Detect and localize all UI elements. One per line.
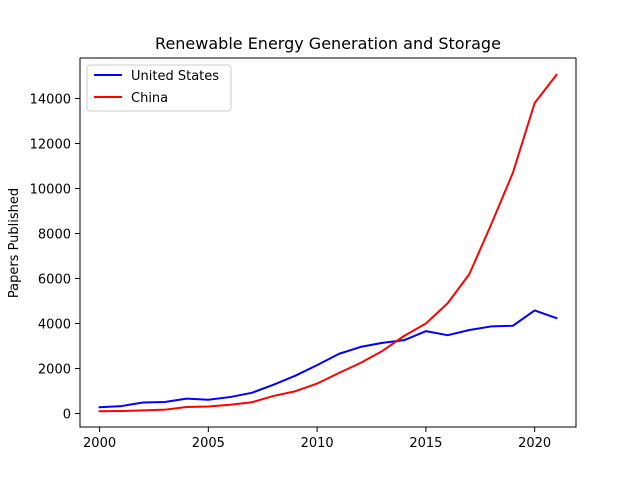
series-layer xyxy=(98,73,558,413)
y-axis-label: Papers Published xyxy=(7,188,22,298)
x-tick-label: 2010 xyxy=(301,436,334,451)
x-axis-ticks: 2000 2005 2010 2015 2020 xyxy=(83,427,551,451)
legend-label-united-states: United States xyxy=(131,69,219,84)
legend: United States China xyxy=(86,64,232,112)
series-line-united-states xyxy=(98,309,558,409)
legend-box xyxy=(86,64,232,112)
y-tick-label: 2000 xyxy=(38,363,71,378)
x-tick-label: 2020 xyxy=(518,436,551,451)
y-axis-ticks: 0 2000 4000 6000 8000 10000 12000 14000 xyxy=(30,93,80,423)
chart-title: Renewable Energy Generation and Storage xyxy=(155,34,501,53)
series-line-china xyxy=(98,73,558,413)
y-tick-label: 4000 xyxy=(38,318,71,333)
y-tick-label: 8000 xyxy=(38,228,71,243)
legend-label-china: China xyxy=(131,91,168,106)
y-tick-label: 0 xyxy=(63,408,71,423)
x-tick-label: 2005 xyxy=(192,436,225,451)
plot-frame xyxy=(79,57,577,428)
x-tick-label: 2000 xyxy=(83,436,116,451)
y-tick-label: 12000 xyxy=(30,138,71,153)
x-tick-label: 2015 xyxy=(409,436,442,451)
y-tick-label: 6000 xyxy=(38,273,71,288)
y-tick-label: 14000 xyxy=(30,93,71,108)
y-tick-label: 10000 xyxy=(30,183,71,198)
